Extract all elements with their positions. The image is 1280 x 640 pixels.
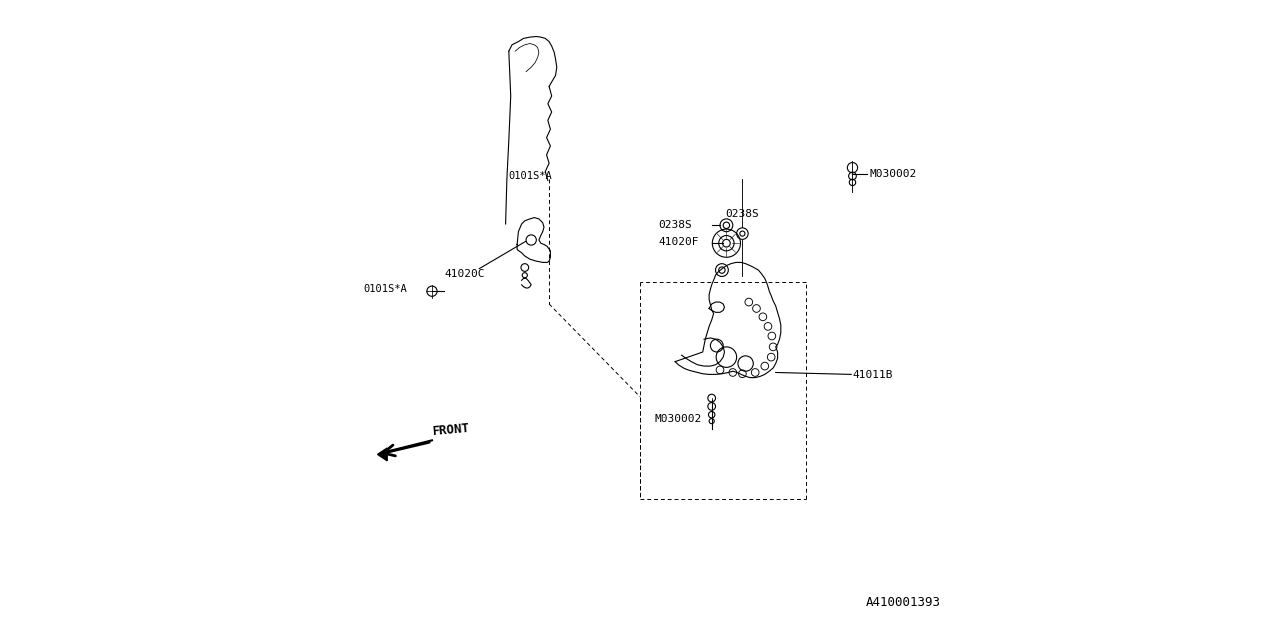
Text: 41020F: 41020F: [658, 237, 699, 247]
Text: M030002: M030002: [655, 415, 701, 424]
Text: A410001393: A410001393: [865, 596, 941, 609]
Text: FRONT: FRONT: [433, 422, 471, 438]
Text: 0238S: 0238S: [726, 209, 759, 219]
Text: 41011B: 41011B: [852, 370, 893, 380]
Text: 41020C: 41020C: [445, 269, 485, 279]
Text: 0238S: 0238S: [658, 220, 692, 230]
Text: 0101S*A: 0101S*A: [508, 171, 553, 181]
Text: 0101S*A: 0101S*A: [364, 284, 407, 294]
Text: M030002: M030002: [869, 169, 916, 179]
Polygon shape: [378, 448, 387, 461]
